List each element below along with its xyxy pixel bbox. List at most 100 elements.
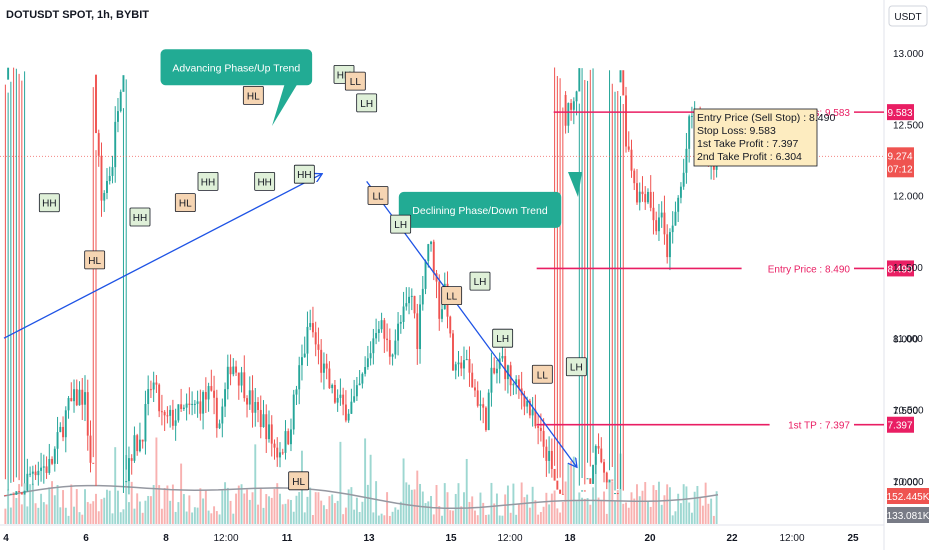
volume-bar <box>259 487 262 524</box>
candle <box>441 302 443 323</box>
candle-body <box>419 304 422 350</box>
candle <box>117 98 119 133</box>
swing-label-lh: LH <box>469 271 491 291</box>
candle <box>136 433 139 456</box>
candle <box>12 67 15 495</box>
volume-bar <box>342 514 345 524</box>
callout-uptrend[interactable]: Advancing Phase/Up Trend <box>160 49 313 126</box>
candle <box>295 385 298 405</box>
candle-body <box>679 186 682 198</box>
candle <box>42 454 45 484</box>
callout-pointer <box>568 172 582 197</box>
candle-body <box>171 409 174 426</box>
volume-bar <box>465 458 468 524</box>
volume-bar <box>100 499 103 524</box>
y-tick-label: 11.500 <box>893 263 923 274</box>
candle <box>246 395 248 418</box>
candle-body <box>583 490 586 492</box>
candle <box>682 158 685 190</box>
candle-body <box>155 382 158 385</box>
callout-box <box>398 191 562 228</box>
swing-label-ll: LL <box>367 186 389 205</box>
trend-line-uptrend[interactable] <box>3 174 321 339</box>
candle-body <box>265 414 268 440</box>
volume-bar <box>127 502 130 524</box>
volume-bar <box>199 488 202 524</box>
current-price-countdown: 07:12 <box>887 164 912 175</box>
candle-body <box>166 415 169 417</box>
volume-bar <box>561 501 564 524</box>
candle <box>468 346 471 387</box>
candle-body <box>633 170 636 184</box>
candle-body <box>26 473 29 491</box>
candle <box>608 70 611 483</box>
volume-bar <box>682 484 685 524</box>
candle-body <box>281 452 284 454</box>
candle <box>306 311 309 366</box>
currency-button[interactable]: USDT <box>888 5 928 27</box>
candle <box>4 84 7 497</box>
candle <box>232 358 235 377</box>
candle <box>482 397 485 424</box>
y-tick-label: 12.000 <box>893 192 924 203</box>
volume-bar <box>257 504 259 524</box>
volume-bar <box>188 495 191 524</box>
volume-bar <box>232 513 235 524</box>
volume-bar <box>81 514 84 524</box>
candle <box>9 81 12 495</box>
candle-body <box>438 281 441 319</box>
candle <box>671 211 674 244</box>
volume-bar <box>210 513 213 524</box>
candle-body <box>199 401 202 414</box>
candle <box>111 155 114 184</box>
callout-downtrend[interactable]: Declining Phase/Down Trend <box>398 172 582 228</box>
candle-body <box>12 493 15 495</box>
candle-body <box>221 406 224 424</box>
trade-level[interactable]: Entry Price : 8.490 8.490 <box>536 260 914 277</box>
candle <box>364 356 367 377</box>
volume-bar <box>37 507 40 524</box>
volume-bar <box>707 503 710 524</box>
candle <box>605 471 608 490</box>
candle <box>18 73 21 493</box>
candle-body <box>487 392 490 431</box>
volume-bar <box>484 514 487 524</box>
swing-label-box <box>242 86 264 105</box>
candle-body <box>627 146 630 150</box>
volume-bar <box>15 498 18 524</box>
swing-label-box <box>38 193 60 213</box>
volume-bar <box>229 500 232 524</box>
candle-body <box>471 372 474 388</box>
volume-bar <box>56 485 59 524</box>
trade-level[interactable]: 1st TP : 7.397 7.397 <box>536 416 914 433</box>
candle-body <box>182 407 185 409</box>
volume-bar <box>616 490 619 524</box>
candle-body <box>366 358 369 368</box>
candle-body <box>388 340 391 357</box>
volume-bar <box>572 456 575 524</box>
volume-bar <box>432 514 435 524</box>
swing-label-ll: LL <box>441 286 463 306</box>
callout-pointer <box>272 83 298 126</box>
candle-body <box>421 288 424 305</box>
candle <box>51 456 54 466</box>
volume-bar <box>690 512 693 524</box>
candle <box>273 439 276 460</box>
volume-bar <box>133 508 136 524</box>
candle-body <box>67 398 70 411</box>
candle <box>81 377 84 420</box>
swing-label-lh: LH <box>492 328 514 348</box>
candle-body <box>108 175 111 182</box>
volume-bar <box>498 515 501 524</box>
candle <box>284 420 287 460</box>
candle-body <box>273 443 276 448</box>
candle <box>48 443 51 475</box>
volume-bar <box>449 510 452 524</box>
candle-body <box>361 373 364 384</box>
volume-bar <box>663 495 666 524</box>
y-tick-label: 11.000 <box>893 334 923 345</box>
candle-body <box>586 478 589 480</box>
candle-body <box>320 349 323 373</box>
